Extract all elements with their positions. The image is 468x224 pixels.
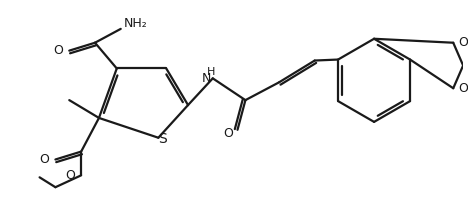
Text: O: O [40, 153, 50, 166]
Text: O: O [53, 44, 63, 57]
Text: H: H [206, 67, 215, 78]
Text: O: O [458, 36, 468, 49]
Text: S: S [158, 132, 167, 146]
Text: NH₂: NH₂ [124, 17, 147, 30]
Text: N: N [202, 72, 212, 85]
Text: O: O [458, 82, 468, 95]
Text: O: O [66, 169, 75, 182]
Text: O: O [224, 127, 234, 140]
